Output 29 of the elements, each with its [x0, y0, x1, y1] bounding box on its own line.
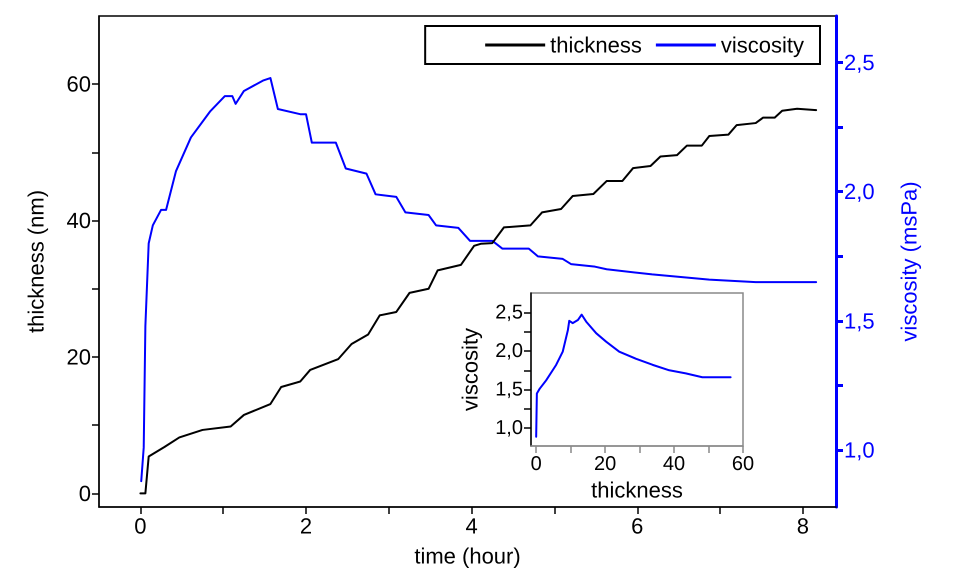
y-tick-label: 2,5 [495, 301, 523, 324]
line-series [535, 314, 732, 438]
legend-label: thickness [550, 32, 642, 58]
x-axis-title: time (hour) [414, 544, 521, 568]
y-tick-label: 0 [78, 480, 91, 506]
y-axis-title: viscosity [458, 328, 482, 412]
x-axis-title: thickness [591, 477, 683, 502]
y-tick-label: 60 [66, 72, 91, 97]
x-tick-label: 0 [530, 453, 542, 475]
y-axis-title: thickness (nm) [24, 190, 48, 334]
x-tick-label: 40 [662, 453, 686, 475]
x-tick-label: 20 [594, 453, 616, 475]
y-tick-label: 40 [66, 208, 91, 234]
x-tick-label: 0 [134, 514, 147, 538]
x-tick-label: 60 [732, 453, 754, 475]
y2-tick-label: 2,5 [844, 50, 875, 76]
x-tick-label: 8 [796, 514, 809, 538]
y-tick-label: 2,0 [495, 340, 523, 362]
x-tick-label: 4 [466, 514, 478, 538]
y2-tick-label: 1,5 [844, 308, 875, 334]
x-tick-label: 2 [300, 514, 312, 538]
y2-axis-title: viscosity (msPa) [896, 181, 922, 342]
y-tick-label: 20 [66, 344, 91, 370]
x-tick-label: 6 [631, 514, 644, 538]
y-tick-label: 1,0 [495, 417, 523, 440]
y-tick-label: 1,5 [495, 378, 523, 401]
y2-tick-label: 2,0 [844, 179, 875, 204]
legend-label: viscosity [720, 32, 804, 58]
y2-tick-label: 1,0 [844, 438, 875, 463]
